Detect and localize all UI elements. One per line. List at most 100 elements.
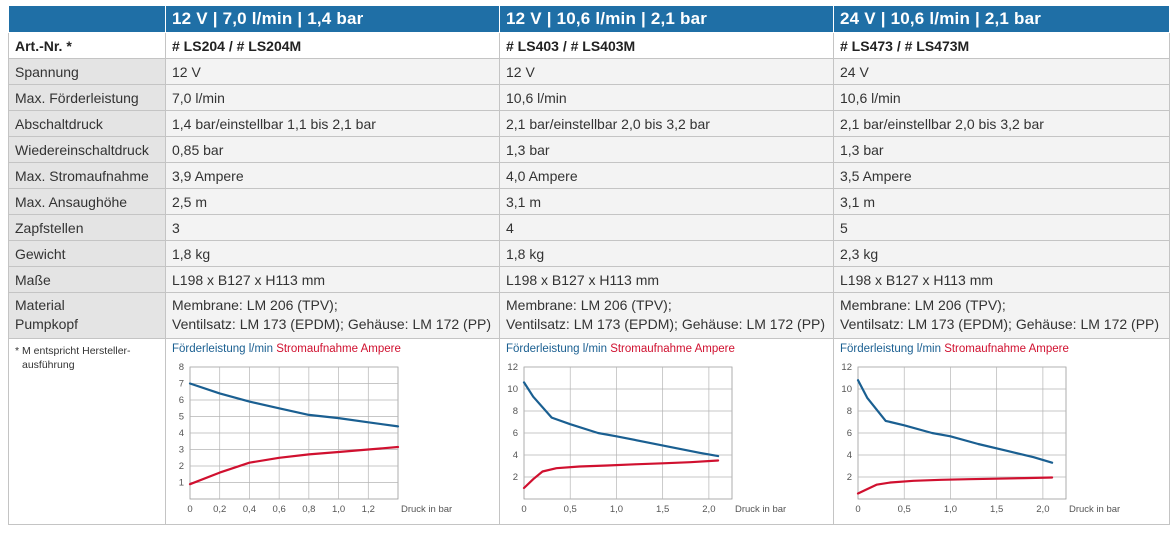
x-tick-label: 1,5 (990, 504, 1003, 515)
spec-value: 10,6 l/min (499, 84, 834, 111)
spec-table: 12 V | 7,0 l/min | 1,4 bar 12 V | 10,6 l… (8, 5, 1170, 525)
x-tick-label: 2,0 (702, 504, 715, 515)
x-tick-label: 2,0 (1036, 504, 1049, 515)
spec-rows: Spannung 12 V 12 V 24 V Max. Förderleistung 7… (8, 58, 1170, 293)
x-tick-label: 0,5 (564, 504, 577, 515)
flow-series-line (856, 379, 1054, 464)
spec-value: L198 x B127 x H113 mm (165, 266, 500, 293)
chart-cell-1: Förderleistung l/min Stromaufnahme Amper… (165, 338, 500, 525)
x-tick-label: 1,0 (944, 504, 957, 515)
y-tick-label: 6 (179, 395, 184, 406)
y-tick-label: 12 (507, 362, 518, 373)
x-axis-label: Druck in bar (1069, 504, 1120, 515)
material-line1: Membrane: LM 206 (TPV); (840, 297, 1006, 313)
spec-label: Gewicht (8, 240, 166, 267)
spec-label: Maße (8, 266, 166, 293)
spec-label: Zapfstellen (8, 214, 166, 241)
spec-value: 0,85 bar (165, 136, 500, 163)
x-tick-label: 0,2 (213, 504, 226, 515)
spec-value: 2,3 kg (833, 240, 1170, 267)
y-tick-label: 3 (179, 445, 184, 456)
y-tick-label: 10 (841, 384, 852, 395)
material-row: Material Pumpkopf Membrane: LM 206 (TPV)… (8, 292, 1170, 339)
x-tick-label: 0,5 (898, 504, 911, 515)
chart-row: * M entspricht Hersteller- ausführung Fö… (8, 338, 1170, 525)
article-number-value: # LS403 / # LS403M (499, 32, 834, 59)
spec-value: 12 V (499, 58, 834, 85)
spec-row: Gewicht 1,8 kg 1,8 kg 2,3 kg (8, 240, 1170, 267)
legend-current: Stromaufnahme Ampere (944, 343, 1069, 355)
pressure-chart-3: 0 0,5 1,0 1,5 2,0 2 4 6 8 10 12 Druck in bar (841, 362, 1120, 515)
y-tick-label: 10 (507, 384, 518, 395)
y-tick-label: 2 (847, 472, 852, 483)
material-line2: Ventilsatz: LM 173 (EPDM); Gehäuse: LM 1… (172, 316, 492, 332)
material-value: Membrane: LM 206 (TPV); Ventilsatz: LM 1… (833, 292, 1170, 339)
material-line1: Membrane: LM 206 (TPV); (506, 297, 672, 313)
spec-label: Wiedereinschaltdruck (8, 136, 166, 163)
y-tick-label: 2 (513, 472, 518, 483)
flow-series-line (522, 381, 720, 458)
spec-label: Spannung (8, 58, 166, 85)
spec-value: 4,0 Ampere (499, 162, 834, 189)
spec-row: Wiedereinschaltdruck 0,85 bar 1,3 bar 1,3 b… (8, 136, 1170, 163)
spec-row: Zapfstellen 3 4 5 (8, 214, 1170, 241)
spec-value: 3 (165, 214, 500, 241)
x-tick-label: 0,8 (302, 504, 315, 515)
spec-value: 12 V (165, 58, 500, 85)
legend-flow: Förderleistung l/min (506, 343, 607, 355)
spec-value: 5 (833, 214, 1170, 241)
header-col-1: 12 V | 7,0 l/min | 1,4 bar (165, 5, 500, 33)
x-tick-label: 0 (187, 504, 192, 515)
material-value: Membrane: LM 206 (TPV); Ventilsatz: LM 1… (499, 292, 834, 339)
x-axis-label: Druck in bar (735, 504, 786, 515)
header-col-3: 24 V | 10,6 l/min | 2,1 bar (833, 5, 1170, 33)
spec-value: 3,5 Ampere (833, 162, 1170, 189)
chart-cell-2: Förderleistung l/min Stromaufnahme Amper… (499, 338, 834, 525)
spec-row: Maße L198 x B127 x H113 mm L198 x B127 x H… (8, 266, 1170, 293)
pressure-chart-2: 0 0,5 1,0 1,5 2,0 2 4 6 8 10 12 Druck in bar (507, 362, 786, 515)
spec-row: Max. Ansaughöhe 2,5 m 3,1 m 3,1 m (8, 188, 1170, 215)
spec-value: 1,4 bar/einstellbar 1,1 bis 2,1 bar (165, 110, 500, 137)
chart-legend: Förderleistung l/min Stromaufnahme Amper… (506, 343, 735, 355)
x-tick-label: 1,2 (362, 504, 375, 515)
y-tick-label: 8 (513, 406, 518, 417)
x-tick-label: 1,0 (332, 504, 345, 515)
current-series-line (522, 459, 720, 490)
footnote-line1: * M entspricht Hersteller- (15, 345, 131, 357)
footnote: * M entspricht Hersteller- ausführung (9, 339, 165, 372)
article-number-value: # LS204 / # LS204M (165, 32, 500, 59)
article-number-value: # LS473 / # LS473M (833, 32, 1170, 59)
spec-value: 1,3 bar (499, 136, 834, 163)
header-blank-cell (8, 5, 166, 33)
spec-value: 7,0 l/min (165, 84, 500, 111)
spec-value: 1,3 bar (833, 136, 1170, 163)
spec-value: 1,8 kg (499, 240, 834, 267)
spec-label: Abschaltdruck (8, 110, 166, 137)
y-tick-label: 4 (513, 450, 518, 461)
material-line2: Ventilsatz: LM 173 (EPDM); Gehäuse: LM 1… (506, 316, 826, 332)
spec-value: L198 x B127 x H113 mm (499, 266, 834, 293)
current-series-line (188, 445, 400, 486)
flow-series-line (188, 382, 400, 428)
y-tick-label: 7 (179, 379, 184, 390)
x-tick-label: 1,5 (656, 504, 669, 515)
spec-value: 2,5 m (165, 188, 500, 215)
spec-label: Max. Stromaufnahme (8, 162, 166, 189)
y-tick-label: 6 (513, 428, 518, 439)
spec-table-container: 12 V | 7,0 l/min | 1,4 bar 12 V | 10,6 l… (8, 5, 1170, 529)
spec-value: 24 V (833, 58, 1170, 85)
spec-value: 3,1 m (833, 188, 1170, 215)
pressure-chart-1: 0 0,2 0,4 0,6 0,8 1,0 1,2 1 2 3 4 5 6 7 8 Druck in bar (179, 362, 453, 515)
x-tick-label: 1,0 (610, 504, 623, 515)
spec-value: 10,6 l/min (833, 84, 1170, 111)
footnote-cell: * M entspricht Hersteller- ausführung (8, 338, 166, 525)
x-tick-label: 0 (521, 504, 526, 515)
y-tick-label: 1 (179, 478, 184, 489)
y-tick-label: 8 (179, 362, 184, 373)
y-tick-label: 8 (847, 406, 852, 417)
chart-legend: Förderleistung l/min Stromaufnahme Amper… (840, 343, 1069, 355)
y-tick-label: 2 (179, 461, 184, 472)
spec-value: 4 (499, 214, 834, 241)
spec-value: 2,1 bar/einstellbar 2,0 bis 3,2 bar (499, 110, 834, 137)
x-axis-label: Druck in bar (401, 504, 452, 515)
